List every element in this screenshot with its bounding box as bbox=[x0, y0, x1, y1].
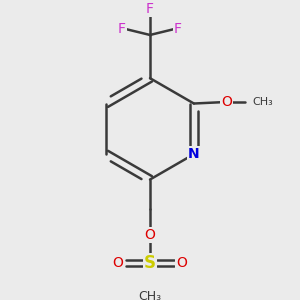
Text: O: O bbox=[145, 228, 155, 242]
Text: F: F bbox=[118, 22, 126, 36]
Text: O: O bbox=[176, 256, 187, 270]
Text: F: F bbox=[174, 22, 182, 36]
Text: O: O bbox=[221, 95, 232, 109]
Text: S: S bbox=[144, 254, 156, 272]
Text: O: O bbox=[113, 256, 124, 270]
Text: F: F bbox=[146, 2, 154, 16]
Text: N: N bbox=[188, 147, 200, 161]
Text: CH₃: CH₃ bbox=[252, 97, 273, 107]
Text: CH₃: CH₃ bbox=[138, 290, 162, 300]
